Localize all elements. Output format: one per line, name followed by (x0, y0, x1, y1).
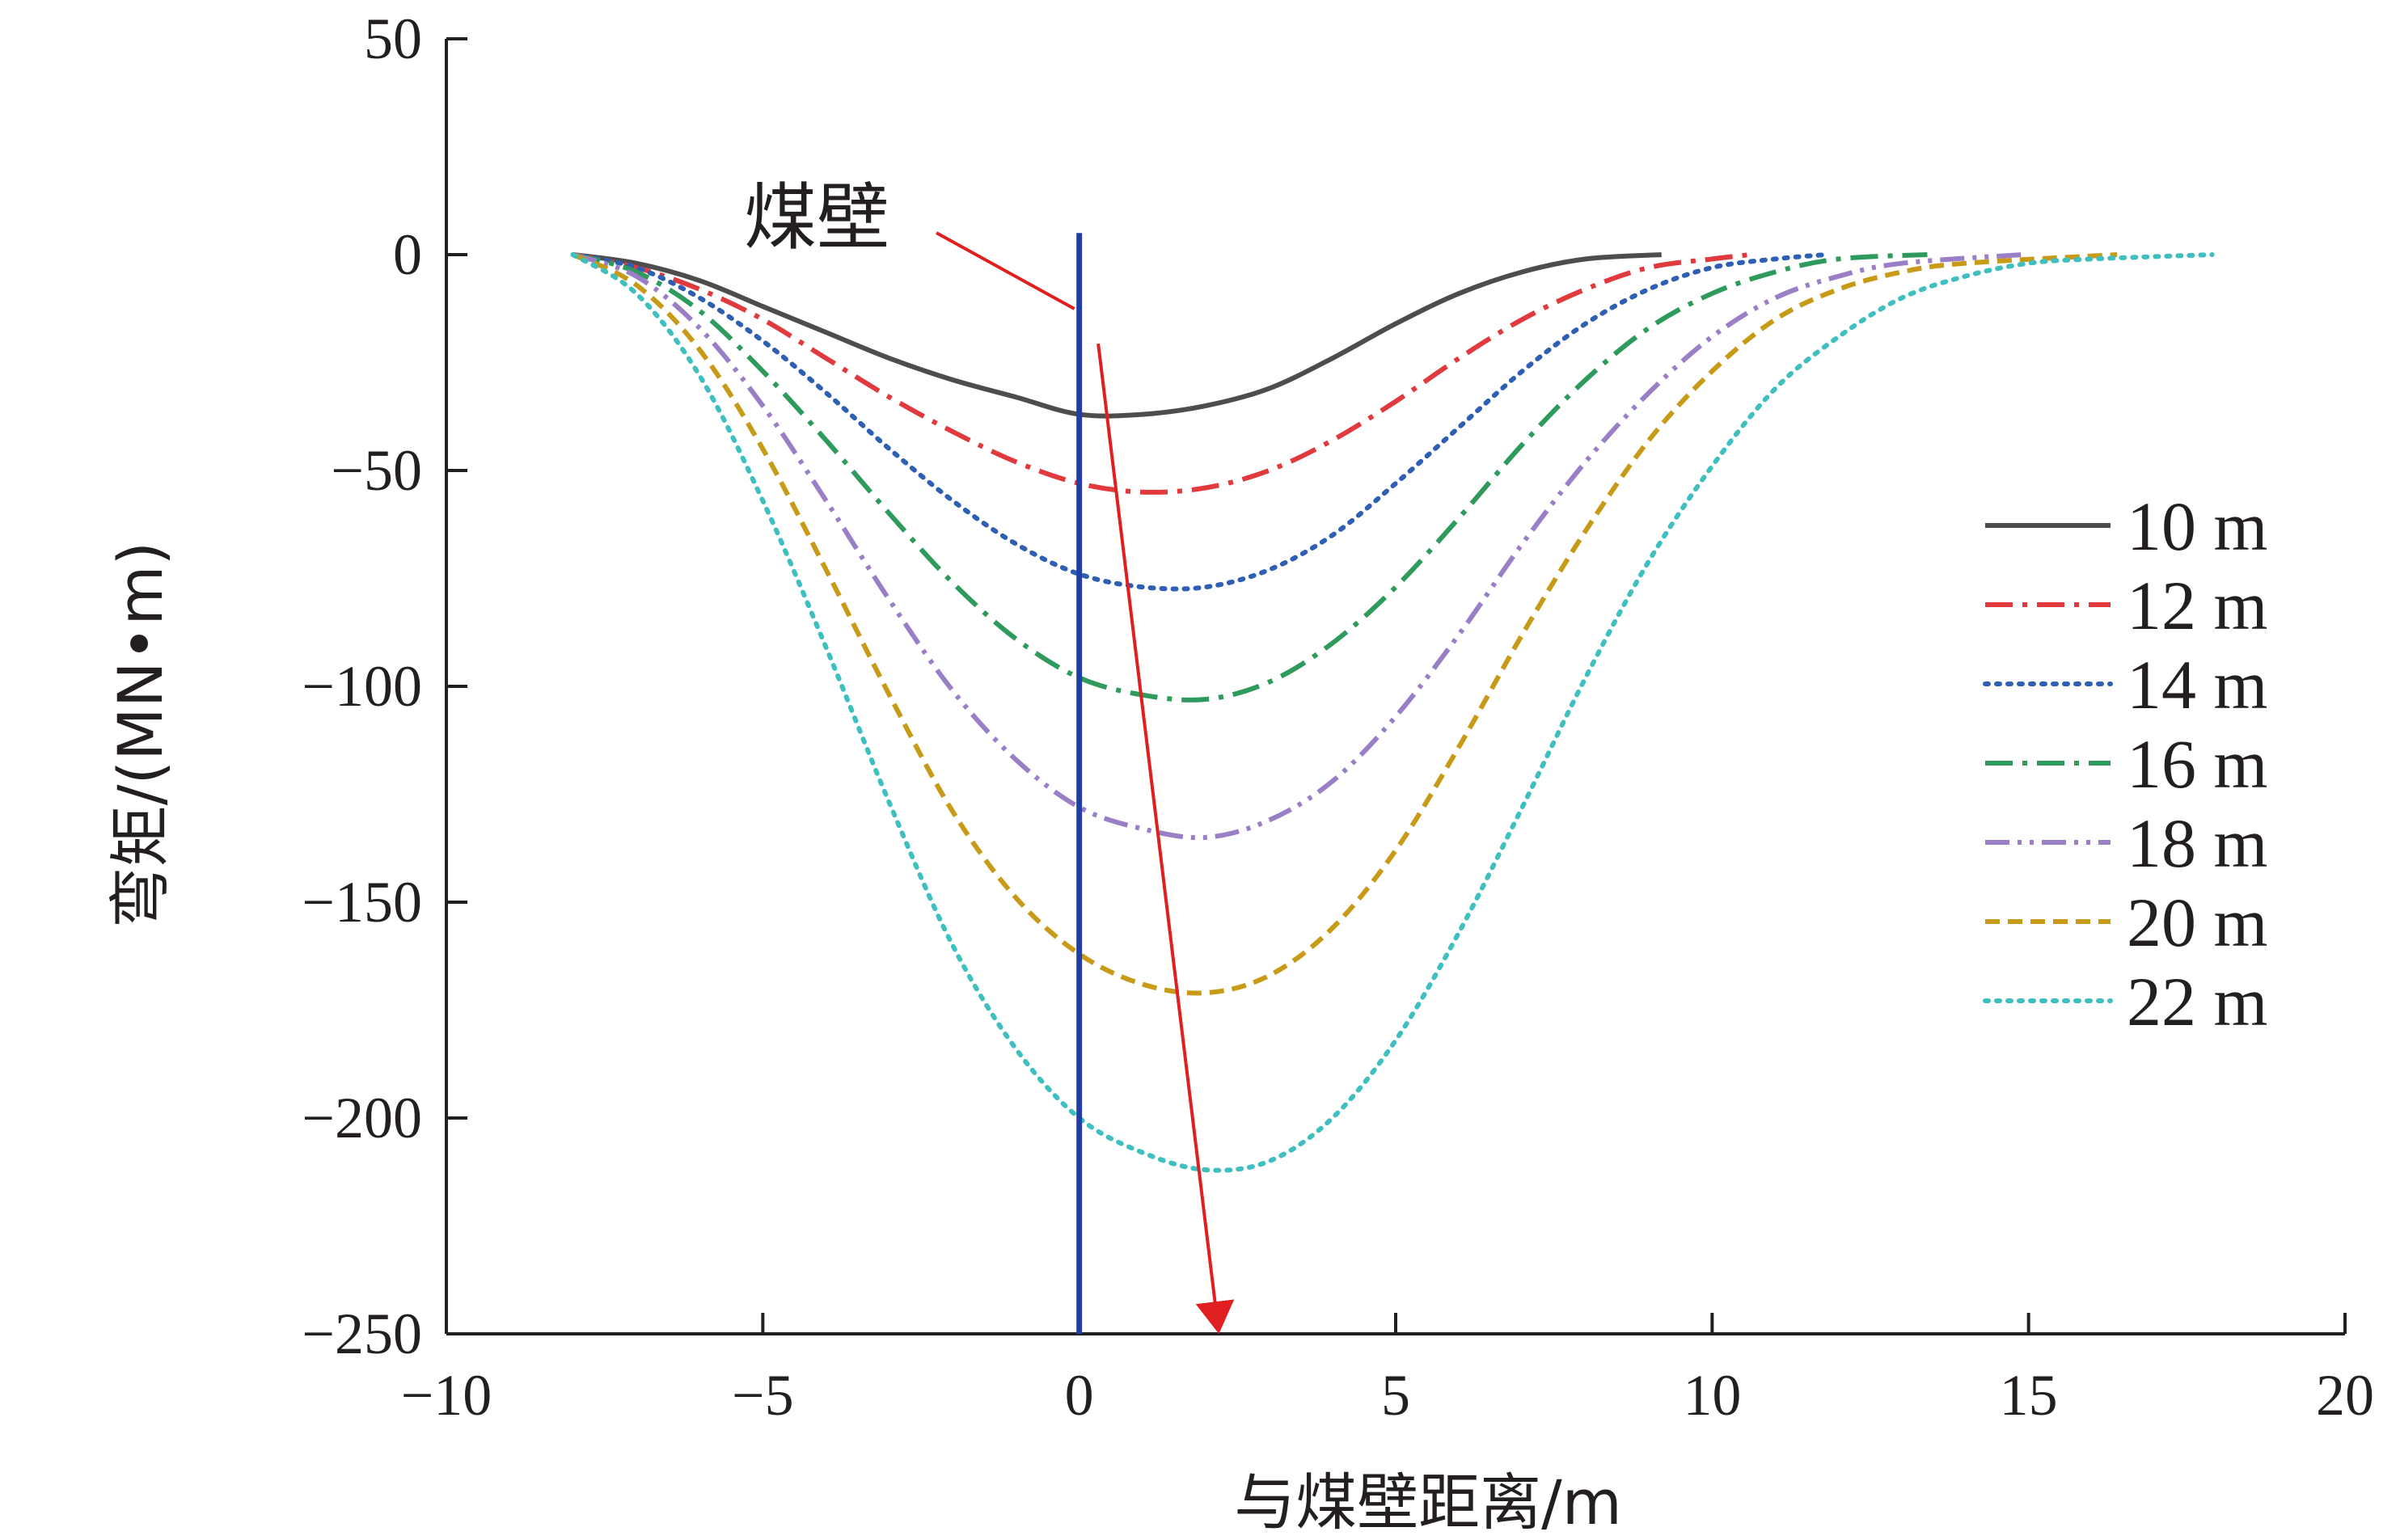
legend-label: 10 m (2127, 487, 2267, 565)
series-line-18m (572, 252, 2023, 841)
y-tick-label: −250 (302, 1302, 422, 1366)
series-line-20m (572, 252, 2118, 996)
legend-label: 14 m (2127, 646, 2267, 724)
x-tick-label: −5 (732, 1363, 794, 1428)
annotation-layer: 煤壁 (744, 175, 1235, 1334)
coal-wall-leader-line (936, 231, 1075, 310)
series-layer (570, 252, 2215, 1173)
y-tick-label: −50 (331, 438, 422, 503)
y-tick-label: −100 (302, 654, 422, 719)
axes: −10 −5 0 5 10 15 20 500−50−100−150−200−250 (302, 6, 2374, 1428)
series-line-16m (572, 252, 1928, 702)
series-line-12m (572, 252, 1751, 495)
x-tick-label: 10 (1683, 1363, 1741, 1428)
trend-arrow (1096, 343, 1235, 1334)
x-tick-label: 0 (1065, 1363, 1094, 1428)
legend-label: 18 m (2127, 804, 2267, 882)
legend-label: 12 m (2127, 567, 2267, 644)
y-axis-title: 弯矩/(MN•m) (104, 542, 176, 928)
x-tick-label: 5 (1381, 1363, 1410, 1428)
y-tick-label: 0 (393, 222, 422, 287)
y-tick-label: −150 (302, 870, 422, 935)
x-tick-label: 20 (2316, 1363, 2374, 1428)
x-tick-label: −10 (401, 1363, 492, 1428)
y-ticks: 50 0 −50 −100 −150 −200 −250 (302, 6, 467, 1366)
coal-wall-label: 煤壁 (744, 175, 889, 260)
legend-label: 16 m (2127, 725, 2267, 803)
y-tick-label: −200 (302, 1086, 422, 1150)
series-line-14m (570, 252, 1829, 592)
y-tick-label: 50 (364, 6, 422, 71)
x-tick-label: 15 (2000, 1363, 2058, 1428)
legend-label: 22 m (2127, 963, 2267, 1040)
series-line-22m (570, 252, 2215, 1173)
legend: 10 m12 m14 m16 m18 m20 m22 m (1983, 487, 2267, 1040)
x-axis-title: 与煤壁距离/m (1234, 1466, 1622, 1538)
x-ticks: −10 −5 0 5 10 15 20 (401, 1313, 2374, 1428)
legend-label: 20 m (2127, 884, 2267, 961)
